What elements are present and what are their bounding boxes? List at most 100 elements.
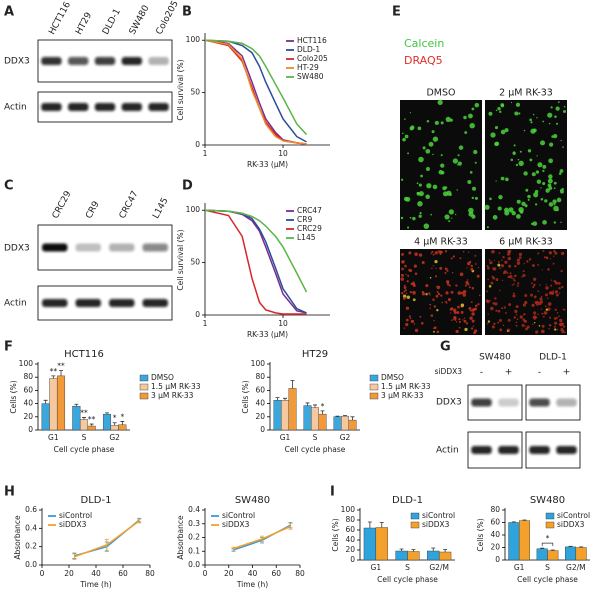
cell	[490, 281, 494, 285]
y-tick-label: 80	[345, 515, 355, 524]
cell	[540, 295, 543, 298]
bar	[348, 419, 357, 431]
blot-band	[121, 103, 142, 111]
cell	[540, 308, 543, 310]
cell	[460, 310, 464, 314]
bar	[41, 403, 50, 431]
lane-sign: -	[480, 368, 483, 378]
group-label: DLD-1	[539, 353, 567, 363]
cell	[418, 156, 424, 163]
cell	[444, 301, 446, 303]
cell	[547, 178, 553, 184]
cell	[533, 283, 536, 287]
error-bar	[320, 410, 325, 415]
cell	[539, 284, 541, 286]
cell	[556, 311, 559, 314]
y-axis-label: Cells (%)	[331, 518, 340, 551]
x-tick-label: S	[82, 433, 87, 442]
cell	[518, 252, 523, 256]
cell	[528, 258, 532, 261]
cell	[524, 325, 526, 327]
error-bar	[579, 546, 584, 548]
cell	[537, 252, 540, 255]
lane-label: SW480	[128, 4, 152, 37]
cell	[523, 171, 528, 176]
cell	[518, 256, 522, 259]
error-bar	[283, 397, 287, 401]
x-tick-label: G2/M	[429, 563, 449, 572]
legend-label: 3 μM RK-33	[381, 391, 424, 400]
cell	[555, 122, 559, 125]
cell	[434, 251, 438, 255]
cell	[457, 291, 462, 295]
cell	[560, 221, 562, 224]
cell	[562, 146, 564, 148]
cell	[497, 260, 500, 263]
cell	[505, 177, 509, 182]
series-line	[204, 39, 307, 143]
cell	[548, 202, 554, 207]
bar	[72, 406, 81, 431]
cell	[531, 282, 533, 285]
cell	[408, 268, 412, 272]
cell	[504, 210, 510, 216]
cell	[403, 284, 406, 287]
cell	[463, 319, 467, 323]
cell	[462, 251, 465, 253]
cell	[431, 130, 435, 134]
cell	[404, 289, 407, 292]
error-bar	[343, 415, 347, 417]
cell	[409, 216, 412, 219]
cell	[519, 210, 524, 214]
cell	[539, 297, 543, 301]
cell	[418, 214, 422, 218]
panel-label: C	[4, 179, 14, 194]
cell	[542, 120, 545, 123]
x-tick-label: 60	[118, 569, 128, 578]
cell	[545, 286, 549, 290]
cell	[518, 112, 521, 115]
cell	[403, 290, 406, 293]
y-tick-label: 100	[186, 205, 201, 214]
legend-label: HT-29	[297, 63, 319, 72]
y-tick-label: 0	[260, 425, 265, 434]
cell	[495, 278, 499, 282]
error-bar	[568, 545, 573, 547]
x-tick-label: 1	[203, 319, 208, 328]
panel-label: D	[182, 179, 193, 194]
cell	[436, 285, 441, 290]
cell	[412, 216, 416, 221]
error-bar	[399, 548, 404, 551]
cell	[423, 223, 430, 229]
cell	[426, 119, 430, 123]
legend-label: Colo205	[297, 54, 328, 63]
cell	[489, 197, 492, 201]
bar	[87, 425, 96, 431]
legend-swatch	[545, 512, 555, 520]
row-label: DDX3	[4, 57, 30, 67]
blot-band	[75, 243, 101, 252]
cell	[560, 269, 563, 273]
legend-label: 1.5 μM RK-33	[151, 382, 201, 391]
cell	[405, 292, 408, 295]
cell	[500, 264, 505, 268]
cell	[503, 306, 506, 309]
blot-band	[41, 57, 62, 65]
cell	[541, 329, 545, 334]
cell	[436, 308, 439, 312]
cell	[553, 187, 556, 190]
cell	[554, 290, 558, 294]
y-tick-label: 60	[490, 518, 500, 527]
cell	[412, 298, 416, 302]
cell	[558, 172, 562, 175]
cell	[445, 302, 448, 304]
series-line	[204, 39, 307, 145]
cell	[428, 292, 431, 295]
cell	[410, 282, 413, 286]
cell	[553, 255, 555, 257]
cell	[452, 158, 458, 164]
cell	[432, 298, 435, 301]
cell	[453, 311, 457, 315]
cell	[438, 250, 442, 254]
cell	[470, 267, 474, 271]
